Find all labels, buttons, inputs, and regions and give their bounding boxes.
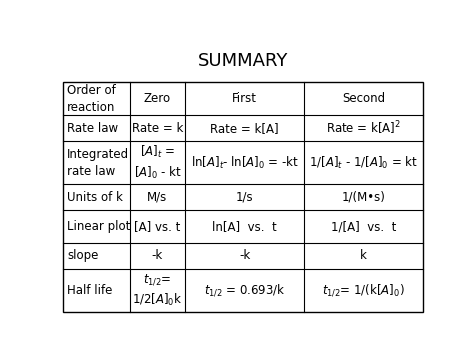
Text: Rate = k: Rate = k (132, 122, 183, 135)
Text: -k: -k (152, 250, 163, 262)
Text: 1/$[A]_t$ - 1/$[A]_0$ = kt: 1/$[A]_t$ - 1/$[A]_0$ = kt (309, 155, 418, 171)
Text: M/s: M/s (147, 191, 167, 203)
Text: Rate = k[A]: Rate = k[A] (210, 122, 279, 135)
Text: ln[A]  vs.  t: ln[A] vs. t (212, 220, 277, 233)
Text: Half life: Half life (67, 284, 113, 297)
Text: $t_{1/2}$ = 0.693/k: $t_{1/2}$ = 0.693/k (204, 283, 285, 298)
Text: First: First (232, 92, 257, 105)
Text: Rate law: Rate law (67, 122, 118, 135)
Text: slope: slope (67, 250, 99, 262)
Text: k: k (360, 250, 367, 262)
Text: 1/(M•s): 1/(M•s) (342, 191, 385, 203)
Text: 1/[A]  vs.  t: 1/[A] vs. t (331, 220, 396, 233)
Text: $t_{1/2}$= 1/(k$[A]_0$): $t_{1/2}$= 1/(k$[A]_0$) (322, 283, 405, 298)
Bar (63, 82, 423, 312)
Text: Integrated
rate law: Integrated rate law (67, 148, 129, 178)
Text: [A] vs. t: [A] vs. t (134, 220, 181, 233)
Text: ln$[A]_t$- ln$[A]_0$ = -kt: ln$[A]_t$- ln$[A]_0$ = -kt (191, 155, 299, 171)
Text: SUMMARY: SUMMARY (198, 52, 288, 70)
Text: $t_{1/2}$=
1/2$[A]_0$k: $t_{1/2}$= 1/2$[A]_0$k (132, 273, 182, 308)
Text: Second: Second (342, 92, 385, 105)
Text: $[A]_t$ =
$[A]_0$ - kt: $[A]_t$ = $[A]_0$ - kt (134, 144, 182, 181)
Text: 1/s: 1/s (236, 191, 254, 203)
Text: Zero: Zero (144, 92, 171, 105)
Text: Order of
reaction: Order of reaction (67, 84, 116, 114)
Text: -k: -k (239, 250, 250, 262)
Text: Units of k: Units of k (67, 191, 123, 203)
Text: Rate = k[A]$^2$: Rate = k[A]$^2$ (326, 120, 401, 137)
Text: Linear plot: Linear plot (67, 220, 131, 233)
